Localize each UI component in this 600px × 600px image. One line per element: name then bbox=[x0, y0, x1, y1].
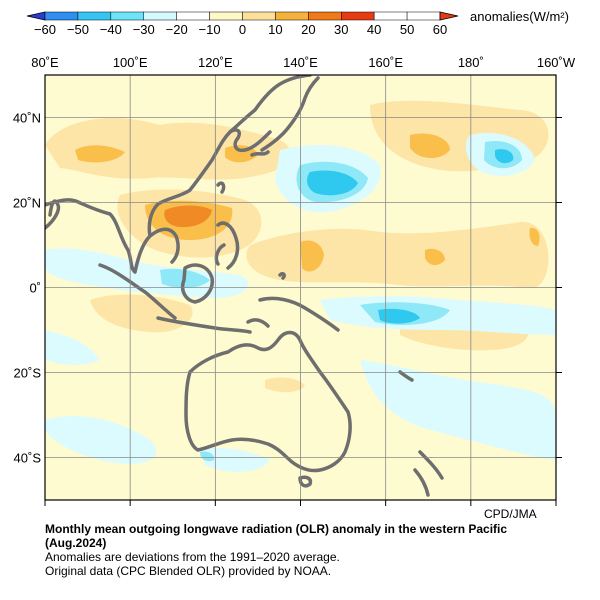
colorbar-tick-label: −30 bbox=[133, 22, 155, 37]
coastline-new-guinea bbox=[246, 296, 340, 332]
coastline-japan bbox=[250, 76, 320, 157]
latitude-labels: 40˚N 20˚N 0˚ 20˚S 40˚S bbox=[13, 111, 42, 466]
negative-anomaly-area bbox=[378, 308, 420, 324]
positive-anomaly-area bbox=[410, 133, 450, 159]
colorbar-segments bbox=[26, 11, 459, 21]
map-frame bbox=[44, 74, 557, 501]
negative-anomaly-area bbox=[495, 149, 514, 164]
negative-anomaly-area bbox=[360, 360, 556, 460]
colorbar-tick-label: 60 bbox=[433, 22, 447, 37]
negative-anomaly-area bbox=[45, 330, 100, 365]
coastline-new-zealand bbox=[413, 450, 444, 497]
colorbar-tick-label: 0 bbox=[239, 22, 246, 37]
colorbar: −60 −50 −40 −30 −20 −10 0 10 20 30 40 50 60 bbox=[26, 11, 459, 37]
latitude-label: 20˚S bbox=[14, 366, 42, 381]
negative-anomaly-area bbox=[200, 448, 270, 472]
olr-anomaly-map: 80˚E 100˚E 120˚E 140˚E 160˚E 180˚ 160˚W 40˚N 20… bbox=[13, 55, 576, 506]
coastlines bbox=[45, 75, 444, 497]
positive-anomaly-area bbox=[90, 294, 193, 333]
anomaly-fields bbox=[45, 100, 556, 472]
longitude-label: 80˚E bbox=[31, 55, 59, 70]
colorbar-tick-label: −10 bbox=[199, 22, 221, 37]
caption-line-2: Original data (CPC Blended OLR) provided… bbox=[45, 564, 332, 578]
figure-caption: Monthly mean outgoing longwave radiation… bbox=[45, 522, 585, 578]
positive-anomaly-area bbox=[529, 227, 540, 246]
colorbar-ticks: −60 −50 −40 −30 −20 −10 0 10 20 30 40 50 60 bbox=[34, 22, 447, 37]
longitude-label: 160˚W bbox=[537, 55, 576, 70]
longitude-label: 120˚E bbox=[198, 55, 233, 70]
caption-line-1: Anomalies are deviations from the 1991–2… bbox=[45, 550, 340, 564]
colorbar-tick-label: 40 bbox=[367, 22, 381, 37]
negative-anomaly-area bbox=[200, 451, 215, 462]
positive-anomaly-area bbox=[246, 221, 549, 289]
longitude-label: 100˚E bbox=[113, 55, 148, 70]
coastline-asia bbox=[45, 75, 312, 274]
colorbar-tick-label: 10 bbox=[268, 22, 282, 37]
latitude-label: 40˚N bbox=[13, 111, 41, 126]
colorbar-tick-label: −50 bbox=[67, 22, 89, 37]
latitude-label: 40˚S bbox=[14, 451, 42, 466]
longitude-label: 160˚E bbox=[368, 55, 403, 70]
colorbar-unit-label: anomalies(W/m²) bbox=[470, 9, 569, 24]
positive-anomaly-area bbox=[425, 248, 445, 266]
colorbar-tick-label: −20 bbox=[166, 22, 188, 37]
colorbar-tick-label: 50 bbox=[400, 22, 414, 37]
colorbar-tick-label: 30 bbox=[334, 22, 348, 37]
caption-title: Monthly mean outgoing longwave radiation… bbox=[45, 522, 508, 536]
latitude-label: 0˚ bbox=[29, 281, 41, 296]
colorbar-tick-label: 20 bbox=[301, 22, 315, 37]
longitude-label: 140˚E bbox=[283, 55, 318, 70]
caption-period: (Aug.2024) bbox=[45, 536, 107, 550]
coastline-australia bbox=[184, 330, 352, 488]
positive-anomaly-area bbox=[265, 377, 305, 393]
negative-anomaly-area bbox=[307, 170, 358, 196]
credit-text: CPD/JMA bbox=[484, 507, 537, 521]
latitude-label: 20˚N bbox=[13, 196, 41, 211]
colorbar-arrow-right bbox=[439, 11, 459, 21]
negative-anomaly-area bbox=[45, 416, 157, 464]
coastline-taiwan-philippines bbox=[214, 181, 240, 270]
longitude-label: 180˚ bbox=[458, 55, 484, 70]
positive-anomaly-area bbox=[75, 145, 125, 163]
gridlines bbox=[44, 75, 562, 506]
colorbar-tick-label: −60 bbox=[34, 22, 56, 37]
colorbar-tick-label: −40 bbox=[100, 22, 122, 37]
longitude-labels: 80˚E 100˚E 120˚E 140˚E 160˚E 180˚ 160˚W bbox=[31, 55, 576, 70]
positive-anomaly-area bbox=[164, 205, 212, 228]
positive-anomaly-area bbox=[300, 240, 324, 272]
